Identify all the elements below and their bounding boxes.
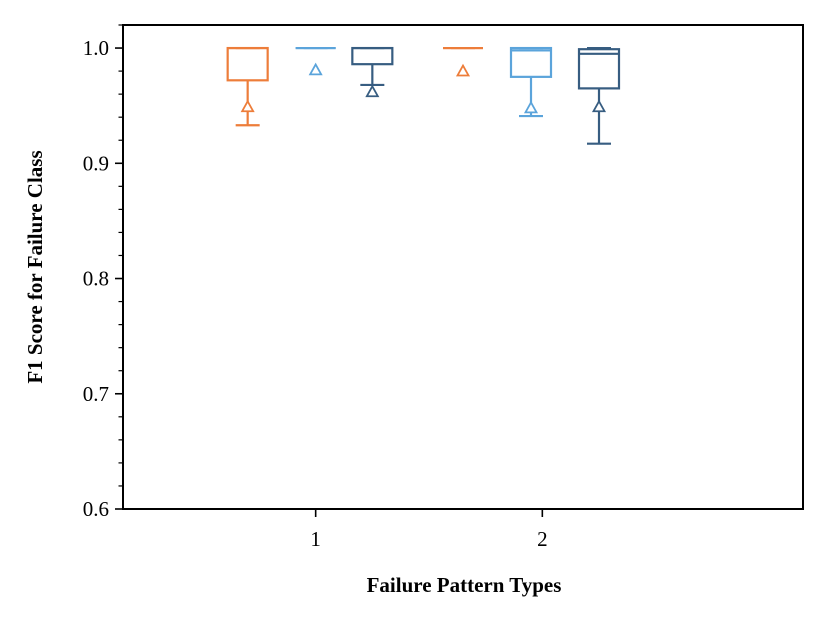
x-axis-title: Failure Pattern Types — [367, 573, 562, 597]
box-group — [226, 46, 269, 127]
mean-marker — [591, 99, 607, 113]
mean-marker — [523, 100, 539, 114]
y-axis-title: F1 Score for Failure Class — [23, 150, 47, 383]
box-group — [509, 46, 553, 118]
iqr-box — [226, 46, 269, 82]
mean-marker — [365, 84, 380, 98]
mean-marker — [455, 63, 471, 77]
x-tick-label: 2 — [537, 527, 548, 551]
box-group — [351, 46, 394, 98]
plot-content — [226, 46, 621, 145]
x-tick-label: 1 — [310, 527, 321, 551]
y-tick-label: 0.6 — [83, 497, 109, 521]
iqr-box — [509, 46, 553, 78]
y-tick-label: 0.9 — [83, 151, 109, 175]
iqr-box — [351, 46, 394, 66]
y-tick-label: 1.0 — [83, 36, 109, 60]
y-tick-label: 0.7 — [83, 382, 109, 406]
mean-marker — [308, 62, 323, 76]
axes: 0.6 0.7 0.8 0.9 1.0 1 2 — [83, 24, 804, 551]
box-group — [443, 46, 483, 77]
plot-frame — [122, 24, 804, 510]
y-tick-label: 0.8 — [83, 267, 109, 291]
box-group — [295, 46, 336, 76]
iqr-box — [577, 48, 621, 90]
box-group — [577, 46, 621, 145]
mean-marker — [240, 99, 255, 113]
